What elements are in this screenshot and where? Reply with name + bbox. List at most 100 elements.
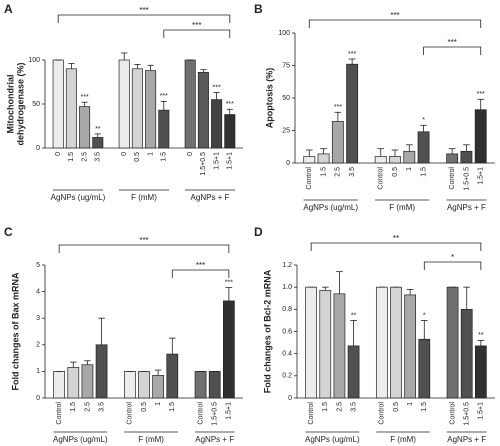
y-tick-label: 0: [36, 395, 40, 402]
x-tick-label: 0: [187, 152, 194, 156]
significance-label: **: [95, 126, 101, 133]
x-tick-label: Control: [127, 402, 134, 425]
bar: [194, 371, 207, 399]
y-axis-label: Mitochondrial: [5, 75, 15, 134]
y-tick-label: 50: [32, 101, 40, 108]
x-tick-label: 2.5: [84, 402, 91, 412]
x-tick-label: 0.5: [393, 402, 400, 412]
x-tick-label: 0.5: [141, 402, 148, 412]
x-tick-label: 1.5: [420, 167, 427, 177]
significance-label: ***: [213, 84, 221, 91]
y-tick-label: 1: [36, 368, 40, 375]
x-tick-label: 0.5: [134, 152, 141, 162]
bar: [390, 286, 402, 399]
comparison-bracket: [310, 242, 482, 251]
bar: [333, 293, 346, 399]
bar: [67, 367, 80, 399]
x-tick-label: 1.5+1: [478, 402, 485, 420]
x-tick-label: 1: [406, 167, 413, 171]
comparison-label: ***: [390, 11, 399, 20]
x-tick-label: 1.5+1: [226, 402, 233, 420]
panel-letter: D: [254, 225, 263, 239]
bar: [158, 109, 170, 149]
significance-label: *: [422, 117, 425, 124]
significance-label: ***: [81, 94, 89, 101]
group-label: AgNPs + F: [447, 203, 486, 212]
bar: [317, 153, 330, 164]
x-tick-label: 1.5+0.5: [200, 152, 207, 176]
y-axis-label: Apoptosis (%): [264, 68, 274, 129]
bar: [305, 286, 318, 399]
y-tick-label: 0.4: [282, 351, 292, 358]
comparison-bracket: [58, 244, 230, 253]
bar: [446, 153, 459, 164]
x-tick-label: Control: [306, 167, 313, 190]
bar: [319, 290, 332, 399]
significance-label: ***: [334, 104, 342, 111]
significance-label: *: [423, 312, 426, 319]
y-tick-label: 0.8: [282, 306, 292, 313]
bar: [138, 371, 150, 399]
x-tick-label: 3.5: [349, 167, 356, 177]
bar: [375, 286, 388, 399]
y-tick-label: 50: [282, 95, 290, 102]
x-tick-label: 3.5: [95, 152, 102, 162]
bar: [224, 114, 236, 149]
y-tick-label: 100: [278, 30, 290, 37]
bar: [131, 68, 143, 149]
comparison-label: ***: [196, 261, 205, 270]
group-label: AgNPs + F: [447, 435, 486, 444]
bar: [474, 345, 487, 399]
bar: [446, 286, 459, 399]
comparison-label: ***: [139, 236, 148, 245]
x-tick-label: 1: [155, 402, 162, 406]
x-tick-label: Control: [378, 167, 385, 190]
comparison-label: ***: [192, 21, 201, 30]
x-tick-label: Control: [449, 167, 456, 190]
bar: [166, 353, 179, 399]
bar: [222, 300, 235, 399]
panel-letter: A: [4, 2, 13, 16]
x-tick-label: 1.5+0.5: [464, 402, 471, 426]
group-label: AgNPs + F: [191, 193, 230, 202]
y-tick-label: 2: [36, 342, 40, 349]
y-axis-label: dehydrogenase (%): [15, 62, 25, 145]
group-label: F (mM): [138, 435, 164, 444]
bar: [303, 156, 316, 164]
bar: [52, 59, 64, 149]
significance-label: ***: [348, 51, 356, 58]
bar: [389, 156, 401, 164]
group-label: AgNPs (ug/mL): [305, 435, 360, 444]
y-tick-label: 5: [36, 262, 40, 269]
y-tick-label: 75: [282, 62, 290, 69]
group-label: F (mM): [390, 435, 416, 444]
x-tick-label: 3.5: [350, 402, 357, 412]
bar: [53, 371, 66, 399]
comparison-bracket: [163, 29, 231, 38]
significance-label: ***: [160, 93, 168, 100]
comparison-bracket: [423, 261, 482, 270]
significance-label: **: [478, 332, 484, 339]
group-label: AgNPs (ug/mL): [51, 193, 106, 202]
bar: [417, 131, 430, 164]
y-axis-label: Fold changes of Bcl-2 mRNA: [262, 269, 272, 393]
y-tick-label: 0.2: [282, 373, 292, 380]
y-tick-label: 100: [28, 57, 40, 64]
bar: [346, 63, 359, 164]
x-tick-label: 1.5+0.5: [463, 167, 470, 191]
y-tick-label: 0: [286, 160, 290, 167]
y-tick-label: 0: [36, 145, 40, 152]
significance-label: **: [351, 312, 357, 319]
group-label: AgNPs (ug/mL): [303, 203, 358, 212]
x-tick-label: Control: [379, 402, 386, 425]
y-tick-label: 1.0: [282, 284, 292, 291]
bar: [474, 109, 487, 164]
y-axis-label: Fold changes of Bax mRNA: [10, 272, 20, 391]
comparison-bracket: [57, 14, 231, 23]
significance-label: ***: [477, 91, 485, 98]
y-tick-label: 3: [36, 315, 40, 322]
bar: [81, 364, 94, 399]
comparison-label: *: [451, 253, 454, 262]
bar: [118, 59, 130, 149]
group-label: F (mM): [131, 193, 157, 202]
